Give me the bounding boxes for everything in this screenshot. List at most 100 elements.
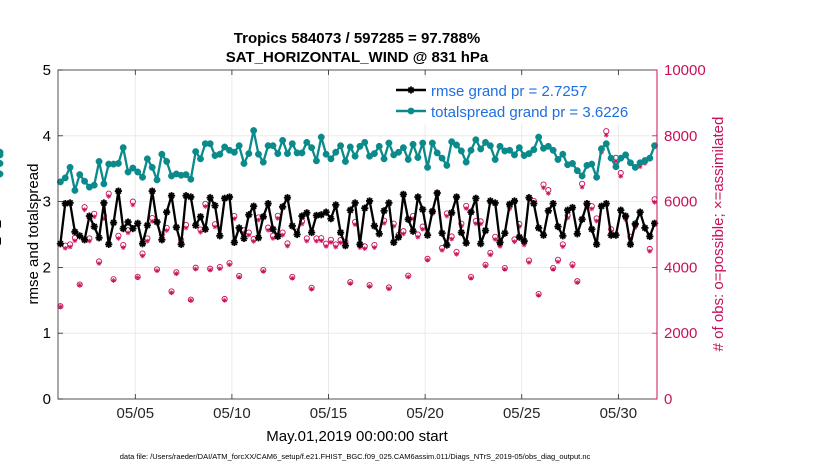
rmse-point [317,211,325,219]
obs-assimilated-point [58,304,63,310]
obs-assimilated-point [594,218,600,224]
totalspread-point [221,143,229,151]
totalspread-point [332,148,340,156]
rmse-point [192,221,200,229]
totalspread-point [361,138,369,146]
obs-assimilated-point [362,246,368,252]
totalspread-point [124,168,132,176]
rmse-point [525,194,533,202]
rmse-point [390,238,398,246]
rmse-point [143,221,151,229]
rmse-point [66,199,74,207]
obs-assimilated-point [613,158,619,164]
totalspread-point [187,175,195,183]
rmse-point [583,199,591,208]
rmse-point [365,197,374,205]
totalspread-point [119,144,127,152]
rmse-point [588,225,596,233]
obs-assimilated-point [265,227,271,233]
totalspread-point [617,154,625,162]
y-left-tick-label: 2 [43,259,51,276]
rmse-point [274,232,282,241]
rmse-point [375,230,383,238]
totalspread-point [559,150,567,158]
rmse-point [119,224,127,233]
obs-assimilated-point [338,240,343,246]
rmse-point [481,226,490,235]
rmse-point [138,240,147,248]
y-axis-right-ticks: 0 2000 4000 6000 8000 10000 [652,62,706,408]
rmse-point [593,240,601,248]
rmse-point [356,240,364,248]
obs-assimilated-point [386,286,392,292]
y-axis-right-label: # of obs: o=possible; ×=assimilated [710,117,727,352]
rmse-point [124,218,132,226]
obs-assimilated-point [212,224,218,230]
rmse-point [76,232,84,240]
obs-assimilated-point [62,245,68,251]
obs-assimilated-point [193,266,199,272]
totalspread-point [472,136,480,144]
rmse-point [172,223,180,231]
totalspread-point [385,139,393,147]
totalspread-point [259,158,267,166]
totalspread-point [573,167,581,175]
obs-assimilated-point [67,244,73,250]
obs-assimilated-point [328,239,334,245]
totalspread-point [134,168,142,176]
obs-assimilated-point [115,236,121,241]
y-right-tick-label: 8000 [664,128,697,145]
totalspread-point [491,156,499,163]
obs-assimilated-point [347,281,353,286]
totalspread-point [356,142,364,150]
rmse-point [448,209,456,217]
rmse-point [90,223,98,231]
rmse-point [636,208,644,216]
totalspread-point [631,163,639,171]
rmse-point [109,219,118,227]
rmse-point [245,211,253,219]
totalspread-point [95,158,103,165]
obs-assimilated-point [550,266,556,272]
totalspread-point [114,159,122,167]
rmse-point [535,224,543,232]
totalspread-point [298,149,306,157]
totalspread-point [467,146,475,154]
obs-assimilated-point [463,206,469,211]
totalspread-point [235,142,243,150]
rmse-point [177,240,185,248]
y-right-tick-label: 4000 [664,259,697,276]
rmse-point [71,228,79,236]
legend-box [392,78,648,124]
totalspread-point [351,152,359,160]
obs-assimilated-point [106,193,112,199]
obs-assimilated-point [207,267,213,273]
totalspread-point [535,133,543,141]
rmse-point [308,228,316,237]
rmse-point [312,211,321,220]
obs-assimilated-point [400,231,406,237]
totalspread-point [602,140,610,148]
rmse-point [506,200,514,208]
obs-assimilated-point [570,263,575,269]
rmse-point [196,213,205,221]
y-right-tick-label: 6000 [664,194,697,211]
obs-assimilated-point [77,282,83,288]
rmse-point [646,232,654,241]
totalspread-point [380,155,388,163]
totalspread-point [549,146,557,154]
y-left-tick-label: 3 [43,194,51,211]
totalspread-point [612,163,620,171]
totalspread-point [197,155,204,163]
totalspread-point [153,176,161,184]
rmse-point [283,194,292,202]
obs-assimilated-point [560,244,566,250]
totalspread-point [245,150,253,158]
footer-data-file: data file: /Users/raeder/DAI/ATM_forcXX/… [120,452,591,461]
totalspread-point [129,164,137,172]
totalspread-point [279,136,287,144]
obs-assimilated-point [86,238,92,244]
y-right-tick-label: 0 [664,391,672,408]
chart-subtitle: SAT_HORIZONTAL_WIND @ 831 hPa [226,49,489,66]
rmse-point [438,229,446,237]
